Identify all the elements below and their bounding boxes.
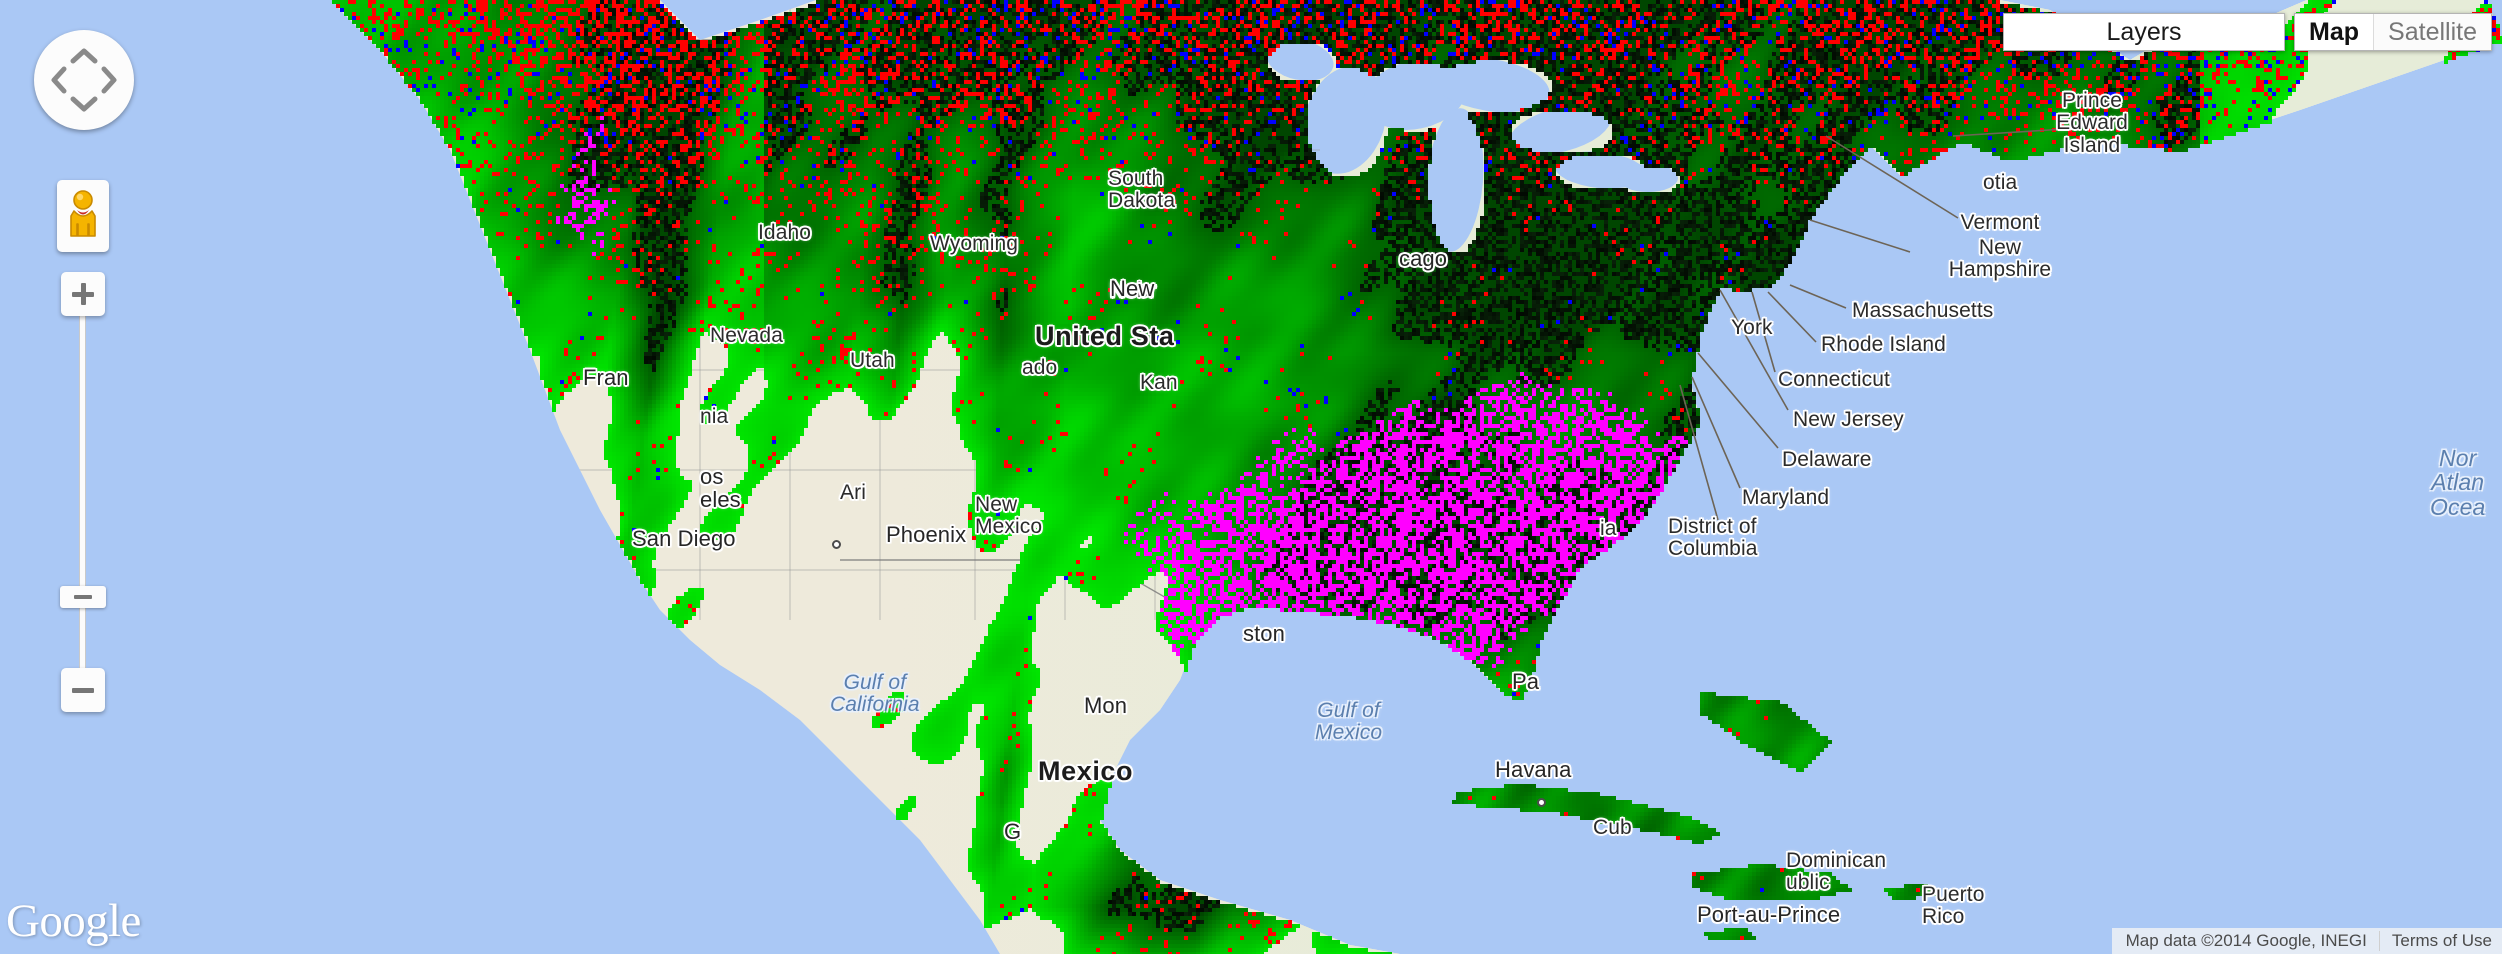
street-view-pegman[interactable]	[57, 180, 109, 252]
zoom-in-button[interactable]	[61, 272, 105, 316]
pan-right-icon[interactable]	[101, 66, 118, 94]
pegman-icon	[70, 190, 96, 237]
map-data-attribution: Map data ©2014 Google, INEGI	[2125, 931, 2367, 950]
map-type-map-button[interactable]: Map	[2295, 14, 2374, 50]
zoom-slider-handle[interactable]	[60, 585, 106, 608]
pan-down-icon[interactable]	[70, 96, 98, 113]
map-type-bar: Layers Map Satellite	[2003, 13, 2492, 51]
zoom-out-button[interactable]	[61, 668, 105, 712]
map-type-group: Map Satellite	[2294, 13, 2492, 51]
terms-of-use-link[interactable]: Terms of Use	[2378, 931, 2502, 951]
map-type-satellite-button[interactable]: Satellite	[2373, 14, 2491, 50]
pan-left-icon[interactable]	[50, 66, 67, 94]
zoom-slider-track[interactable]	[79, 312, 86, 672]
city-marker-havana	[1537, 798, 1546, 807]
zoom-control[interactable]	[60, 272, 106, 712]
layers-button[interactable]: Layers	[2003, 13, 2286, 51]
google-logo: Google	[6, 895, 141, 947]
pan-up-icon[interactable]	[70, 47, 98, 64]
city-marker-san-diego	[832, 540, 841, 549]
attribution-bar: Map data ©2014 Google, INEGI Terms of Us…	[2111, 928, 2502, 954]
pan-control[interactable]	[34, 30, 134, 130]
